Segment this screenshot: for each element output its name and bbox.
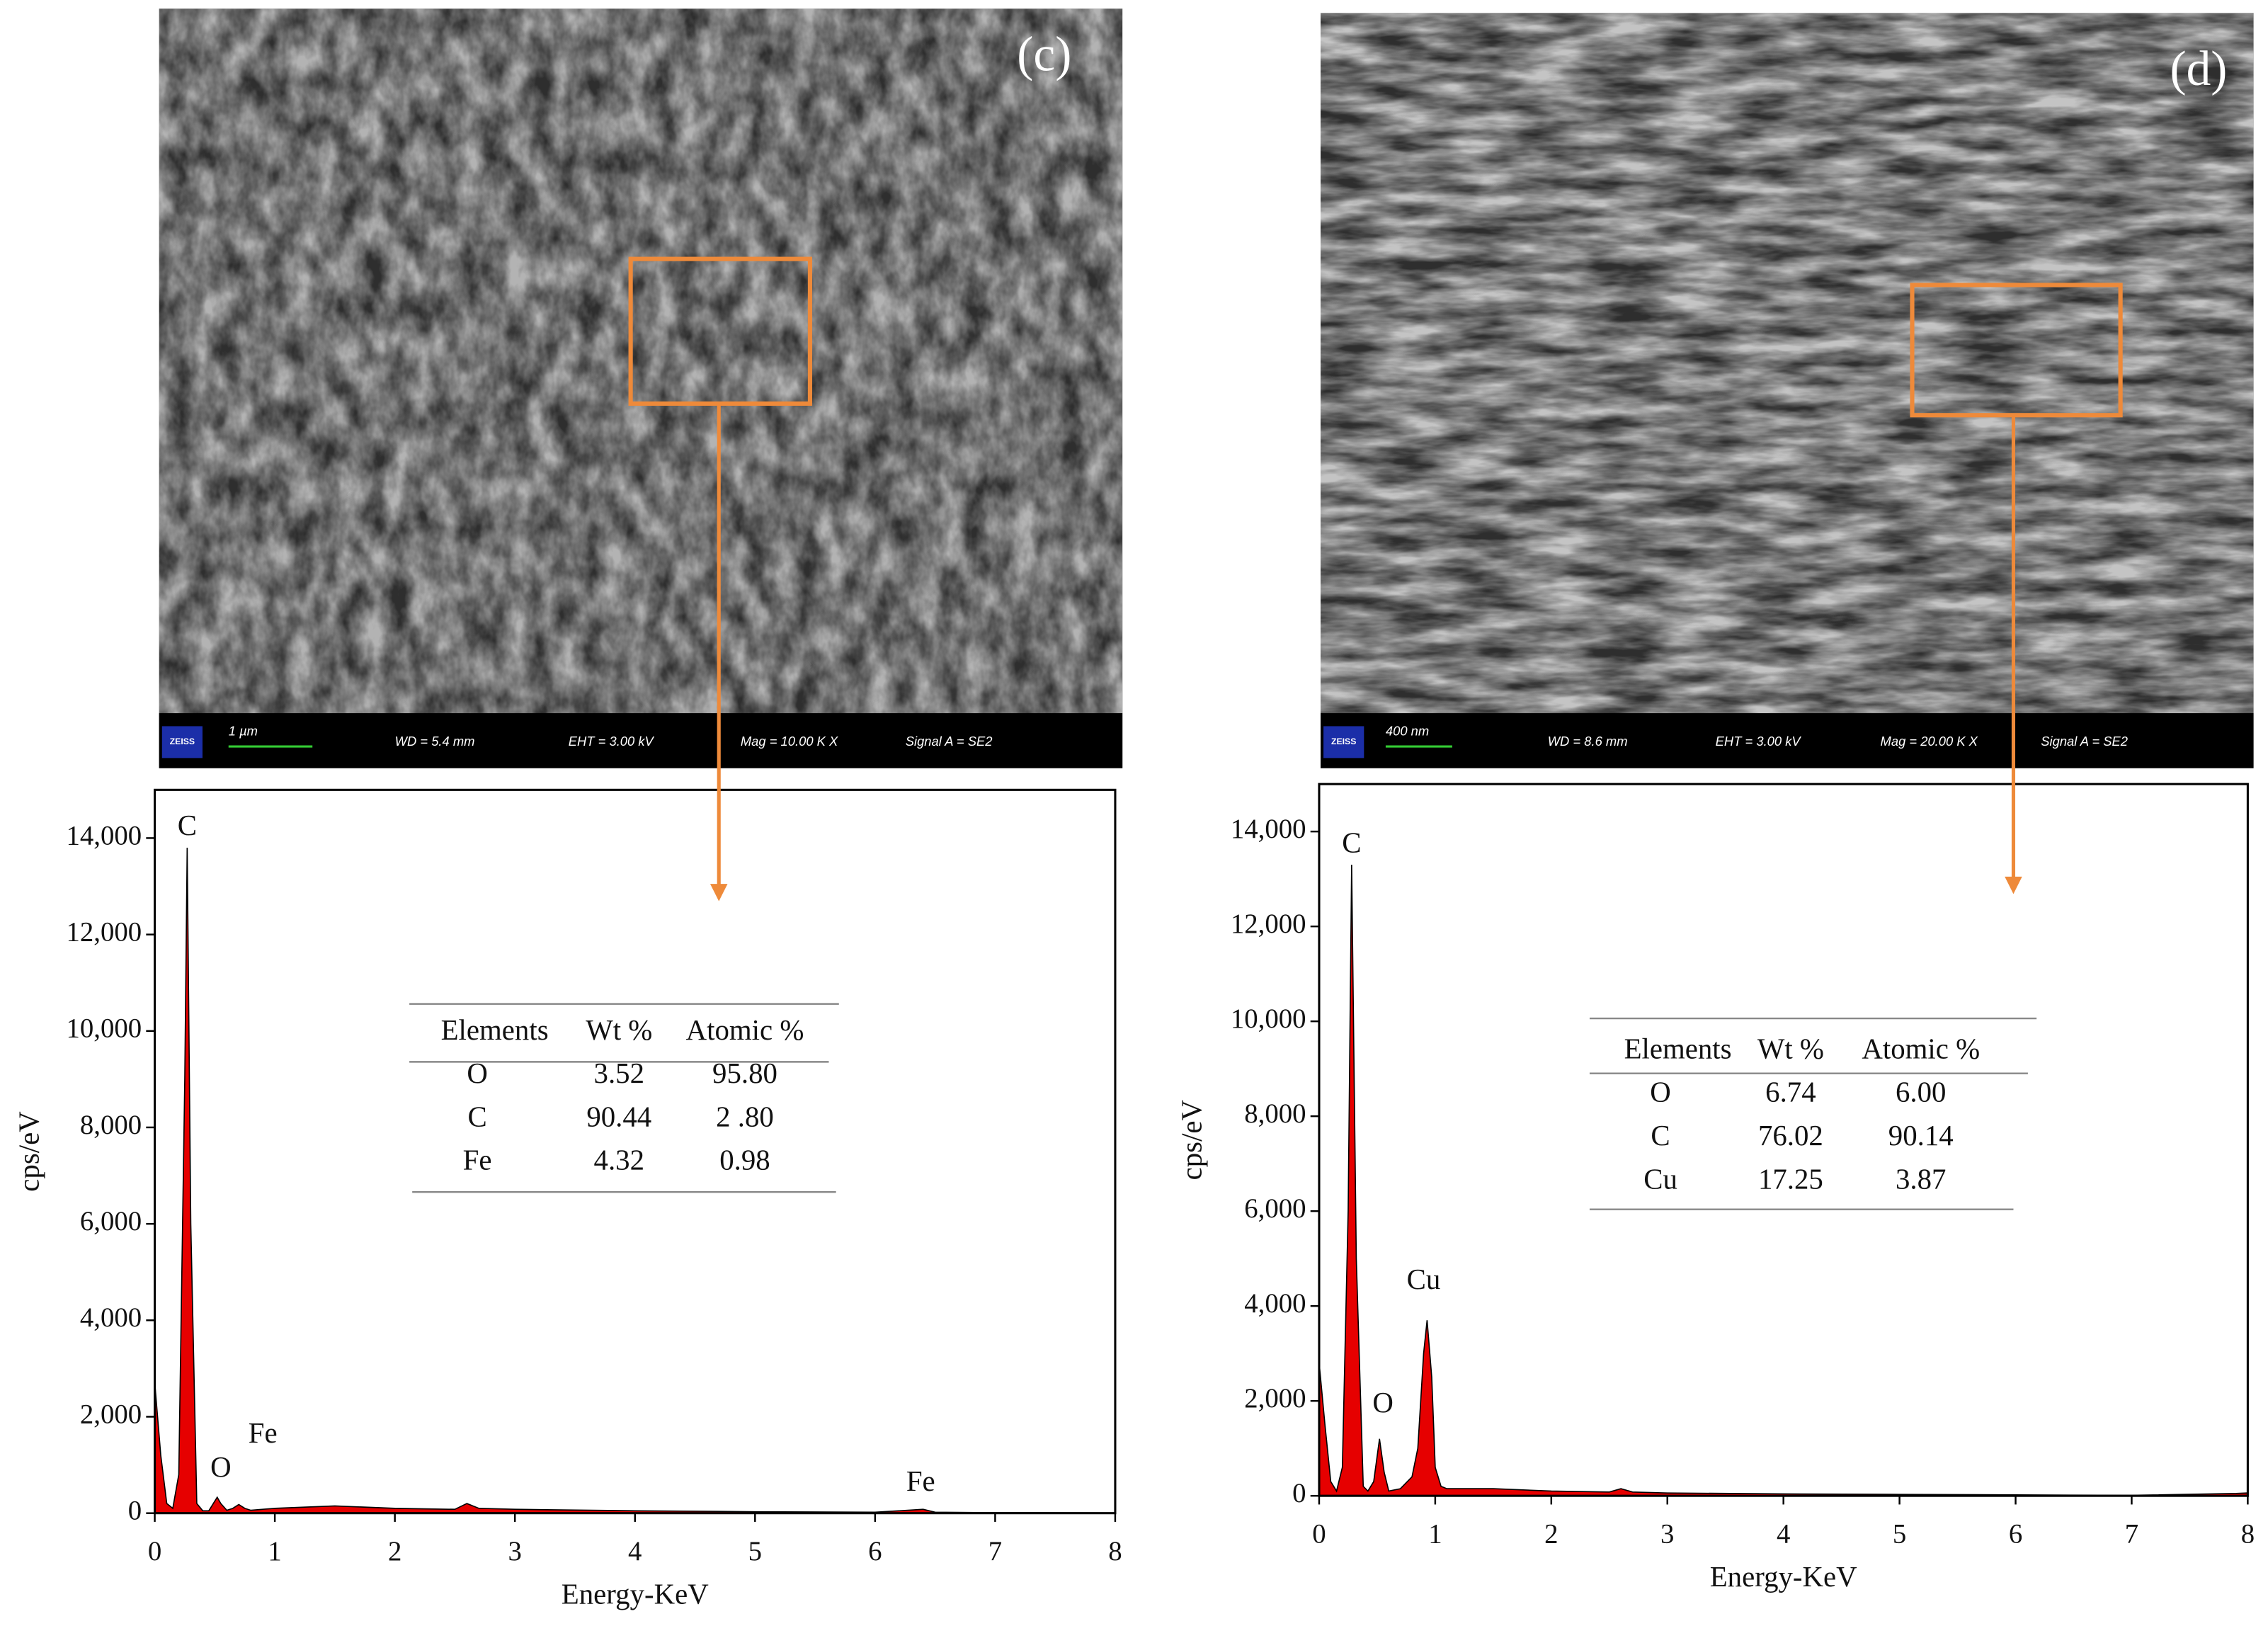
table-cell: Cu — [1643, 1163, 1677, 1195]
zeiss-logo — [1323, 726, 1364, 758]
table-cell: 90.44 — [586, 1101, 651, 1132]
table-cell: 3.52 — [594, 1057, 644, 1089]
table-header: Elements — [1624, 1033, 1732, 1064]
zeiss-logo — [161, 726, 203, 758]
sem-bar-label: Mag = 20.00 K X — [1881, 734, 1978, 749]
x-tick-label: 8 — [1108, 1536, 1122, 1567]
sem-bar-label: 400 nm — [1386, 723, 1429, 738]
y-tick-label: 2,000 — [80, 1399, 142, 1429]
peak-label: C — [1342, 827, 1361, 859]
table-cell: 4.32 — [594, 1144, 644, 1176]
y-tick-label: 14,000 — [66, 820, 142, 851]
x-tick-label: 2 — [1544, 1518, 1558, 1549]
sem-bar-label: ZEISS — [1331, 737, 1356, 746]
x-tick-label: 7 — [988, 1536, 1002, 1567]
y-tick-label: 0 — [1292, 1478, 1306, 1508]
peak-label: Fe — [249, 1417, 278, 1449]
sem-texture — [1321, 13, 2254, 714]
peak-label: Cu — [1407, 1263, 1441, 1295]
spectrum-area — [154, 848, 1116, 1514]
table-cell: 2 .80 — [716, 1101, 774, 1132]
table-cell: 3.87 — [1896, 1163, 1946, 1195]
x-tick-label: 3 — [508, 1536, 522, 1567]
x-tick-label: 8 — [2241, 1518, 2255, 1549]
y-tick-label: 12,000 — [1231, 909, 1306, 939]
y-tick-label: 14,000 — [1231, 814, 1306, 844]
sem-texture — [159, 8, 1123, 714]
x-tick-label: 1 — [1428, 1518, 1442, 1549]
peak-label: O — [210, 1451, 232, 1483]
spectrum-area — [1318, 865, 2249, 1496]
arrow-head — [2005, 876, 2022, 894]
peak-label: O — [1372, 1387, 1394, 1419]
y-tick-label: 6,000 — [1244, 1193, 1306, 1224]
sem-bar-label: Signal A = SE2 — [2041, 734, 2128, 749]
sem-bar-label: 1 µm — [229, 723, 258, 738]
table-cell: 17.25 — [1758, 1163, 1823, 1195]
table-cell: C — [467, 1101, 486, 1132]
table-header: Wt % — [1757, 1033, 1824, 1064]
y-tick-label: 10,000 — [66, 1013, 142, 1044]
x-axis-label: Energy-KeV — [562, 1579, 709, 1610]
peak-label: C — [178, 809, 197, 841]
y-tick-label: 6,000 — [80, 1206, 142, 1236]
x-tick-label: 4 — [628, 1536, 642, 1567]
table-cell: 95.80 — [712, 1057, 777, 1089]
peak-label: Fe — [906, 1465, 935, 1497]
sem-bar-label: Signal A = SE2 — [906, 734, 993, 749]
panel-label: (c) — [1017, 28, 1071, 82]
x-tick-label: 6 — [2009, 1518, 2022, 1549]
y-tick-label: 8,000 — [80, 1110, 142, 1140]
x-tick-label: 5 — [748, 1536, 762, 1567]
sem-bar-text: ZEISS 1 µm WD = 5.4 mm EHT = 3.00 kV Mag = 1… — [161, 723, 993, 758]
table-header: Wt % — [586, 1014, 652, 1046]
x-tick-label: 1 — [268, 1536, 281, 1567]
x-tick-label: 0 — [148, 1536, 161, 1567]
y-tick-label: 4,000 — [1244, 1288, 1306, 1319]
y-tick-label: 2,000 — [1244, 1383, 1306, 1414]
table-cell: 76.02 — [1758, 1120, 1823, 1152]
sem-info-bar — [159, 713, 1123, 768]
table-cell: Fe — [463, 1144, 492, 1176]
y-tick-label: 10,000 — [1231, 1004, 1306, 1034]
sem-bar-label: ZEISS — [170, 737, 195, 746]
table-cell: 6.74 — [1765, 1076, 1816, 1108]
sem-info-bar — [1321, 713, 2254, 768]
sem-bar-label: WD = 5.4 mm — [395, 734, 475, 749]
table-cell: 90.14 — [1888, 1120, 1954, 1152]
sem-bar-label: Mag = 10.00 K X — [741, 734, 838, 749]
highlight-box — [1910, 283, 2123, 418]
table-cell: 0.98 — [719, 1144, 770, 1176]
y-tick-label: 0 — [128, 1496, 142, 1526]
x-tick-label: 5 — [1893, 1518, 1906, 1549]
sem-bar-label: EHT = 3.00 kV — [1716, 734, 1802, 749]
table-header: Elements — [441, 1014, 549, 1046]
x-tick-label: 3 — [1660, 1518, 1674, 1549]
sem-bar-label: EHT = 3.00 kV — [569, 734, 655, 749]
table-cell: 6.00 — [1896, 1076, 1946, 1108]
table-header: Atomic % — [1862, 1033, 1980, 1064]
y-axis-label: cps/eV — [13, 1111, 45, 1192]
x-tick-label: 4 — [1777, 1518, 1790, 1549]
y-tick-label: 12,000 — [66, 916, 142, 947]
table-header: Atomic % — [686, 1014, 804, 1046]
sem-bar-text: ZEISS 400 nm WD = 8.6 mm EHT = 3.00 kV Mag =… — [1323, 723, 2128, 758]
table-cell: C — [1651, 1120, 1670, 1152]
arrow-head — [710, 884, 728, 902]
x-tick-label: 6 — [868, 1536, 882, 1567]
x-tick-label: 7 — [2125, 1518, 2138, 1549]
x-axis-label: Energy-KeV — [1710, 1561, 1857, 1593]
panel-label: (d) — [2170, 42, 2227, 96]
y-tick-label: 4,000 — [80, 1302, 142, 1333]
x-tick-label: 2 — [388, 1536, 401, 1567]
y-axis-label: cps/eV — [1176, 1099, 1208, 1180]
y-tick-label: 8,000 — [1244, 1098, 1306, 1129]
table-cell: O — [467, 1057, 488, 1089]
sem-bar-label: WD = 8.6 mm — [1548, 734, 1628, 749]
x-tick-label: 0 — [1312, 1518, 1326, 1549]
table-cell: O — [1650, 1076, 1670, 1108]
